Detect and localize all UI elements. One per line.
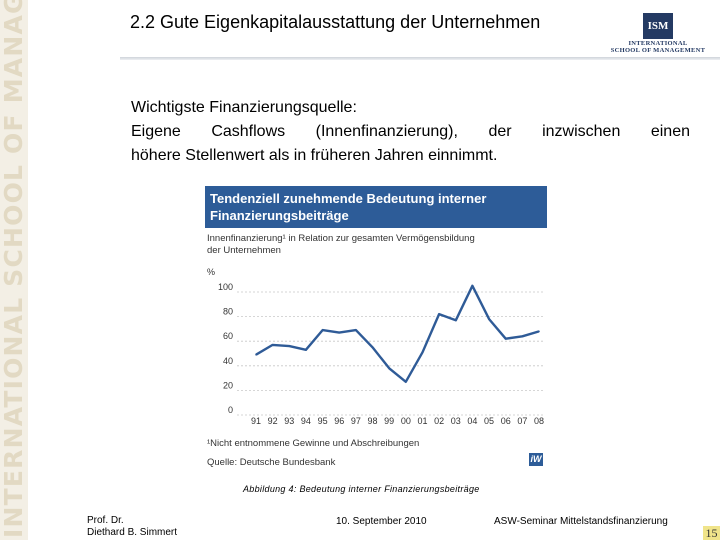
x-tick-label: 00	[401, 416, 411, 426]
y-tick-label: 20	[223, 380, 233, 390]
footer-author: Prof. Dr. Diethard B. Simmert	[87, 515, 177, 539]
line-chart: 0 20 40 60 80 100 91 92 93 94 95 96 97 98 99 00 01 02 03 04…	[218, 282, 544, 426]
chart-title: Tendenziell zunehmende Bedeutung interne…	[210, 190, 540, 224]
x-tick-label: 98	[368, 416, 378, 426]
chart-title-line1: Tendenziell zunehmende Bedeutung interne…	[210, 191, 487, 206]
x-tick-label: 94	[301, 416, 311, 426]
footer-author-line1: Prof. Dr.	[87, 515, 124, 526]
chart-source: Quelle: Deutsche Bundesbank	[207, 457, 336, 468]
x-tick-label: 96	[334, 416, 344, 426]
x-tick-label: 05	[484, 416, 494, 426]
series-line	[255, 284, 540, 384]
body-line-1: Wichtigste Finanzierungsquelle:	[131, 99, 357, 116]
chart-subtitle-line1: Innenfinanzierung¹ in Relation zur gesam…	[207, 233, 475, 244]
ism-logo: ISM INTERNATIONAL SCHOOL OF MANAGEMENT	[606, 8, 710, 56]
chart-header: Tendenziell zunehmende Bedeutung interne…	[205, 186, 547, 228]
data-point	[538, 330, 540, 333]
body-line-3: höhere Stellenwert als in früheren Jahre…	[131, 147, 498, 164]
page-number: 15	[703, 526, 720, 540]
data-point	[471, 285, 474, 287]
data-point	[371, 346, 374, 349]
body-text: Wichtigste Finanzierungsquelle: Eigene C…	[131, 96, 690, 168]
x-tick-label: 93	[284, 416, 294, 426]
header-divider	[120, 57, 720, 60]
x-tick-label: 91	[251, 416, 261, 426]
footer-author-line2: Diethard B. Simmert	[87, 527, 178, 538]
x-tick-label: 07	[517, 416, 527, 426]
x-tick-label: 01	[417, 416, 427, 426]
data-point	[388, 367, 390, 370]
y-tick-label: 60	[223, 331, 233, 341]
x-tick-label: 03	[451, 416, 461, 426]
sidebar-brand-text: INTERNATIONAL SCHOOL OF MANAGEMENT	[0, 0, 28, 538]
chart-title-line2: Finanzierungsbeiträge	[210, 208, 349, 223]
chart-subtitle-line2: der Unternehmen	[207, 245, 281, 256]
x-tick-label: 92	[268, 416, 278, 426]
data-point	[405, 380, 407, 383]
data-point	[321, 329, 324, 331]
logo-text: INTERNATIONAL SCHOOL OF MANAGEMENT	[606, 40, 710, 54]
footer-date: 10. September 2010	[336, 516, 427, 527]
body-line-2: Eigene Cashflows (Innenfinanzierung), de…	[131, 123, 690, 140]
x-tick-label: 08	[534, 416, 544, 426]
x-tick-label: 95	[318, 416, 328, 426]
x-tick-label: 02	[434, 416, 444, 426]
data-point	[438, 313, 440, 315]
iw-badge: iW	[529, 453, 543, 466]
data-point	[271, 344, 274, 346]
chart-footnote: ¹Nicht entnommene Gewinne und Abschreibu…	[207, 438, 420, 449]
chart-subtitle: Innenfinanzierung¹ in Relation zur gesam…	[207, 233, 537, 257]
data-point	[305, 349, 307, 351]
footer-seminar: ASW-Seminar Mittelstandsfinanzierung	[494, 516, 668, 527]
logo-mark: ISM	[643, 13, 673, 39]
x-tick-label: 06	[501, 416, 511, 426]
x-tick-label: 99	[384, 416, 394, 426]
data-point	[521, 335, 524, 338]
y-tick-label: 80	[223, 307, 233, 317]
data-point	[421, 351, 424, 354]
chart-figure: Tendenziell zunehmende Bedeutung interne…	[205, 186, 547, 474]
y-tick-label: 40	[223, 356, 233, 366]
data-point	[338, 331, 341, 334]
data-point	[288, 345, 291, 347]
x-tick-label: 04	[467, 416, 477, 426]
page-title: 2.2 Gute Eigenkapitalausstattung der Unt…	[130, 12, 541, 32]
figure-caption: Abbildung 4: Bedeutung interner Finanzie…	[243, 484, 480, 494]
logo-line1: INTERNATIONAL	[628, 40, 688, 47]
data-point	[255, 353, 257, 356]
logo-line2: SCHOOL OF MANAGEMENT	[610, 47, 706, 54]
data-point	[504, 337, 507, 340]
y-tick-label: 0	[228, 405, 233, 415]
data-point	[355, 329, 357, 331]
data-point	[454, 319, 457, 322]
data-point	[488, 318, 490, 320]
y-tick-label: 100	[218, 282, 233, 292]
x-tick-label: 97	[351, 416, 361, 426]
chart-unit-label: %	[207, 267, 216, 277]
sidebar-band	[0, 0, 28, 540]
